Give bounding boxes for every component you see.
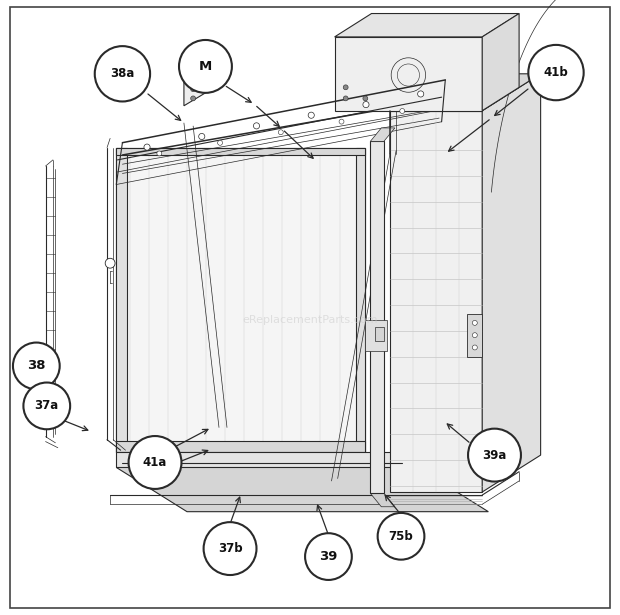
Circle shape [203,522,257,575]
Polygon shape [370,493,395,507]
Circle shape [343,85,348,90]
Text: 37a: 37a [35,399,59,413]
Circle shape [339,119,344,124]
Circle shape [203,82,208,87]
Circle shape [191,96,196,101]
Polygon shape [370,141,384,493]
Circle shape [191,77,196,82]
Polygon shape [117,148,127,452]
Circle shape [179,40,232,93]
Circle shape [278,130,283,135]
Text: 41a: 41a [143,456,167,469]
Polygon shape [356,148,365,452]
Polygon shape [482,74,541,492]
Circle shape [144,144,150,150]
Circle shape [378,513,424,560]
Text: 38a: 38a [110,67,135,81]
Circle shape [191,71,196,76]
Polygon shape [117,148,365,452]
Circle shape [254,123,260,129]
Circle shape [305,533,352,580]
Circle shape [24,383,70,429]
Polygon shape [184,65,215,106]
Circle shape [400,108,405,113]
Text: 37b: 37b [218,542,242,555]
Circle shape [472,320,477,325]
Polygon shape [365,320,388,351]
Polygon shape [482,14,519,111]
Polygon shape [117,441,365,452]
Circle shape [468,429,521,482]
Circle shape [198,133,205,140]
Circle shape [363,96,368,101]
Text: 39a: 39a [482,448,507,462]
Polygon shape [117,452,418,467]
Circle shape [418,91,424,97]
Circle shape [343,96,348,101]
Circle shape [95,46,150,101]
Text: 75b: 75b [389,530,414,543]
Polygon shape [117,148,365,155]
Circle shape [191,87,196,92]
Polygon shape [390,111,482,492]
Circle shape [128,436,182,489]
Polygon shape [467,314,482,357]
Circle shape [528,45,583,100]
Circle shape [105,258,115,268]
Circle shape [157,151,162,156]
Polygon shape [117,467,489,512]
Circle shape [472,345,477,350]
Circle shape [218,140,223,145]
Polygon shape [390,74,541,111]
Text: 39: 39 [319,550,338,563]
Polygon shape [375,327,384,341]
Circle shape [472,333,477,338]
Circle shape [363,101,369,108]
Circle shape [308,112,314,118]
Text: 38: 38 [27,359,46,373]
Text: 41b: 41b [544,66,569,79]
Circle shape [13,343,60,389]
Polygon shape [335,14,519,37]
Polygon shape [335,37,482,111]
Text: eReplacementParts.com: eReplacementParts.com [242,315,378,325]
Polygon shape [370,128,395,141]
Text: M: M [199,60,212,73]
